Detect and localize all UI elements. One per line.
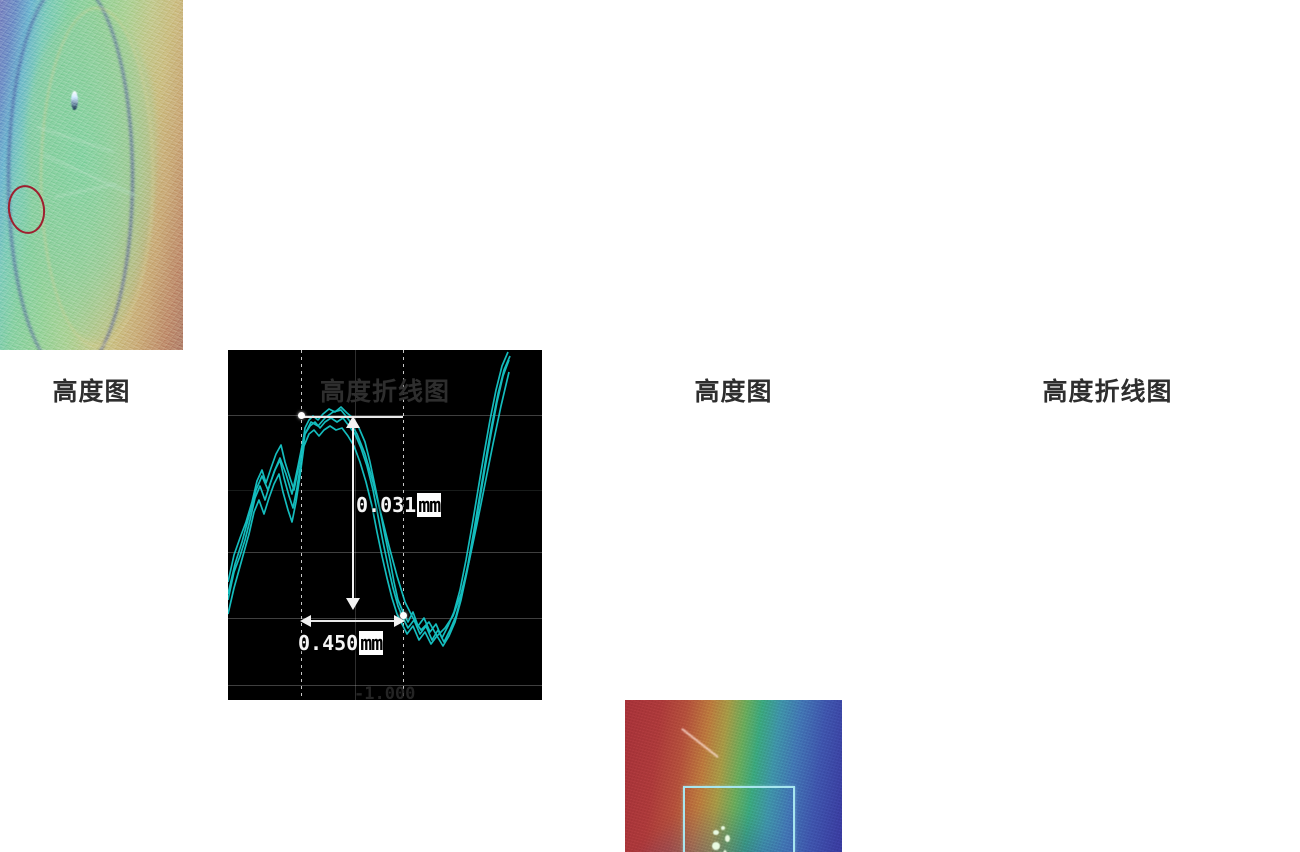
height-map-ridge-inner	[40, 7, 155, 347]
caption-height-profile-left: 高度折线图	[319, 377, 450, 406]
region-of-interest-rectangle[interactable]	[683, 786, 795, 852]
measure-arrow-down	[346, 598, 360, 610]
measure-label-height: 0.031 mm	[356, 493, 441, 517]
measure-horizontal-bar	[303, 620, 403, 622]
measure-unit: mm	[417, 493, 441, 517]
measure-arrow-right	[394, 615, 405, 627]
measure-node-top[interactable]	[298, 412, 305, 419]
measure-arrow-left	[300, 615, 311, 627]
caption-height-map-right: 高度图	[694, 377, 773, 406]
figure-root: 高度图 0.031 mm	[0, 0, 1173, 852]
height-map-right-panel	[625, 700, 842, 852]
axis-tick-label-ghost: -1.000	[354, 684, 416, 700]
caption-height-map-left: 高度图	[52, 377, 131, 406]
grid-line-h	[228, 415, 542, 416]
measure-label-width: 0.450 mm	[298, 631, 383, 655]
caption-height-profile-right: 高度折线图	[1042, 377, 1173, 406]
measure-unit: mm	[359, 631, 383, 655]
height-map-texture	[0, 0, 183, 350]
measure-arrow-up	[346, 416, 360, 428]
height-map-bright-spot	[71, 91, 79, 110]
measure-vertical-bar	[352, 424, 354, 608]
height-map-left-panel	[0, 0, 183, 350]
